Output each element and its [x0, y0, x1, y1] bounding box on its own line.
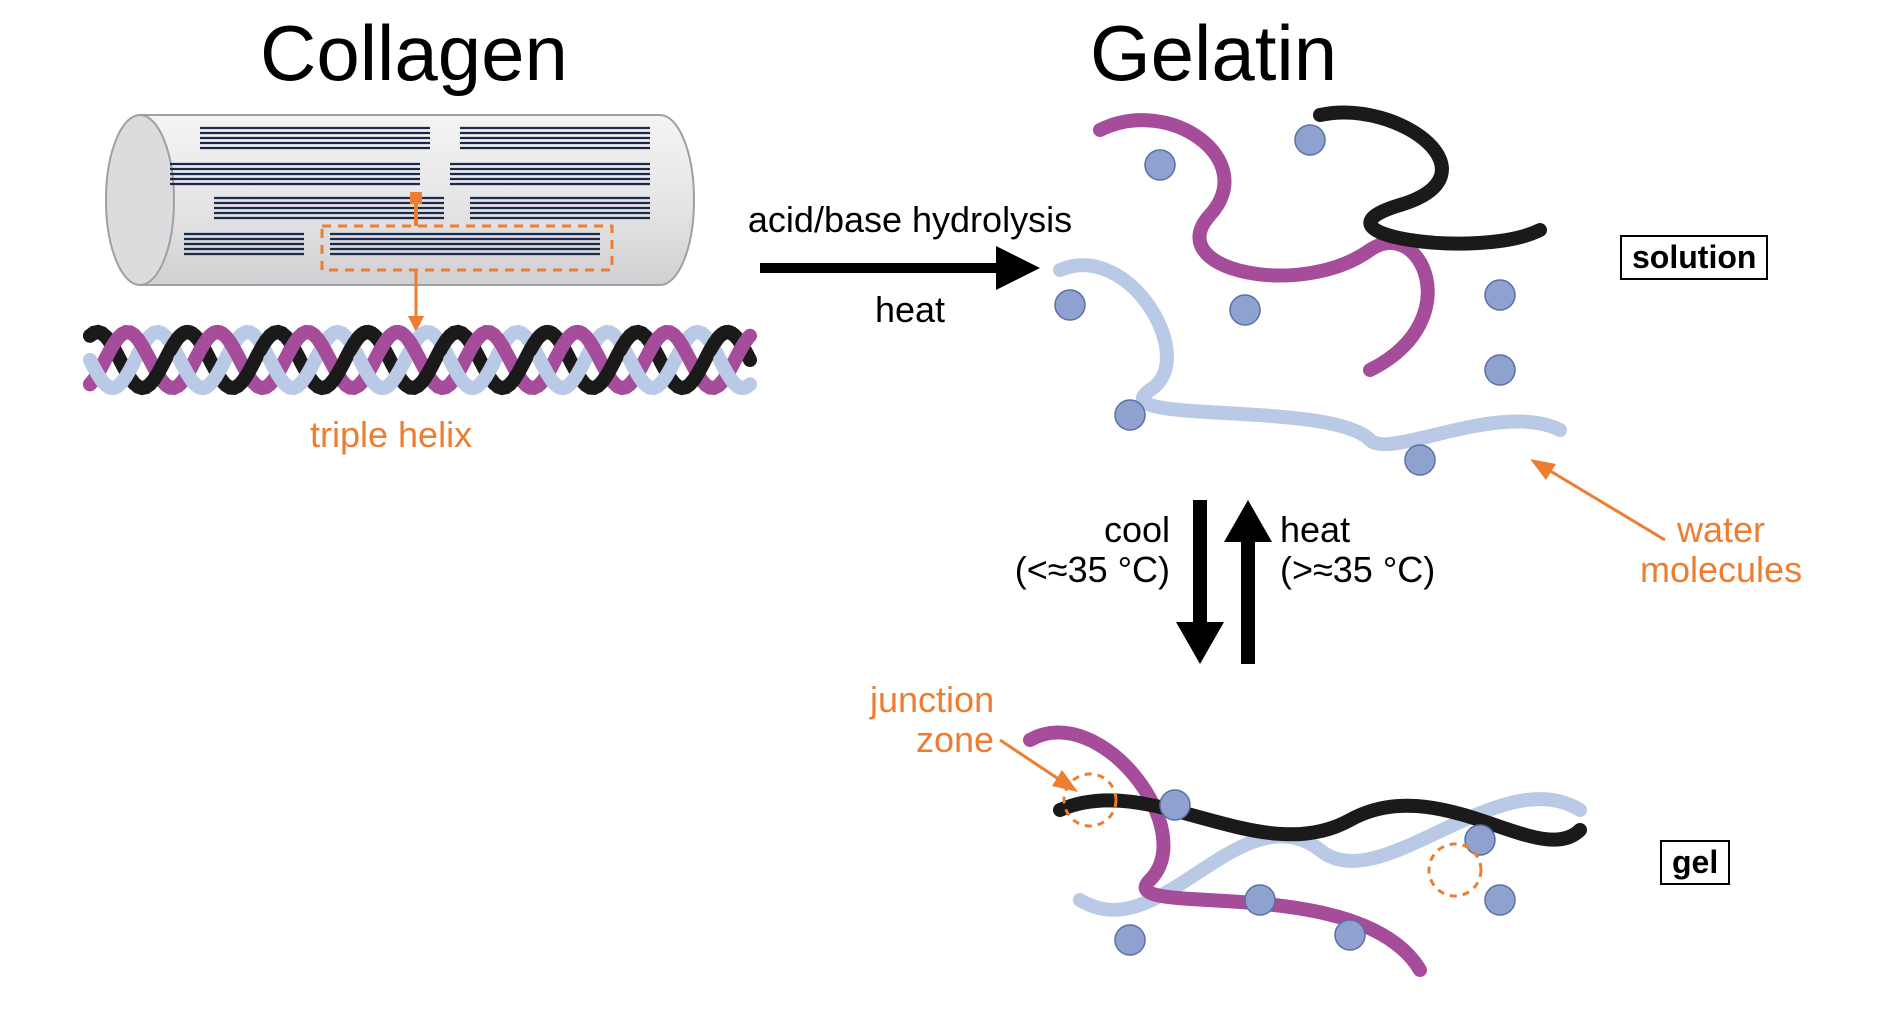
water-molecule: [1295, 125, 1325, 155]
solution-region: [1055, 113, 1560, 475]
process-bottom-label: heat: [740, 290, 1080, 330]
junction-zone-circle: [1064, 774, 1116, 826]
heat-label: heat (>≈35 °C): [1280, 510, 1480, 589]
water-molecule: [1405, 445, 1435, 475]
collagen-cylinder: [106, 115, 694, 332]
water-molecule: [1115, 400, 1145, 430]
process-top-label: acid/base hydrolysis: [740, 200, 1080, 240]
water-molecule: [1485, 355, 1515, 385]
cool-label: cool (<≈35 °C): [1010, 510, 1170, 589]
junction-zone-circle: [1429, 844, 1481, 896]
water-molecule: [1230, 295, 1260, 325]
water-molecule: [1145, 150, 1175, 180]
water-molecules-label: water molecules: [1640, 510, 1802, 589]
title-collagen: Collagen: [260, 8, 568, 99]
water-molecule: [1335, 920, 1365, 950]
junction-zone-label: junction zone: [870, 680, 994, 759]
diagram-svg: [0, 0, 1886, 1014]
water-molecule: [1485, 885, 1515, 915]
process-arrow: [760, 246, 1040, 290]
triple-helix-label: triple helix: [310, 415, 472, 455]
cool-temp: (<≈35 °C): [1015, 549, 1170, 590]
water-molecule: [1485, 280, 1515, 310]
cool-word: cool: [1104, 509, 1170, 550]
water-molecule: [1245, 885, 1275, 915]
heat-word: heat: [1280, 509, 1350, 550]
water-molecule: [1465, 825, 1495, 855]
reversible-arrows: [1176, 500, 1272, 664]
gel-region: [1030, 732, 1580, 970]
junction-pointer-arrow: [1000, 740, 1078, 792]
water-molecule: [1160, 790, 1190, 820]
solution-box-label: solution: [1620, 235, 1768, 280]
water-molecule: [1115, 925, 1145, 955]
heat-temp: (>≈35 °C): [1280, 549, 1435, 590]
title-gelatin: Gelatin: [1090, 8, 1337, 99]
triple-helix: [90, 332, 750, 388]
gel-box-label: gel: [1660, 840, 1730, 885]
